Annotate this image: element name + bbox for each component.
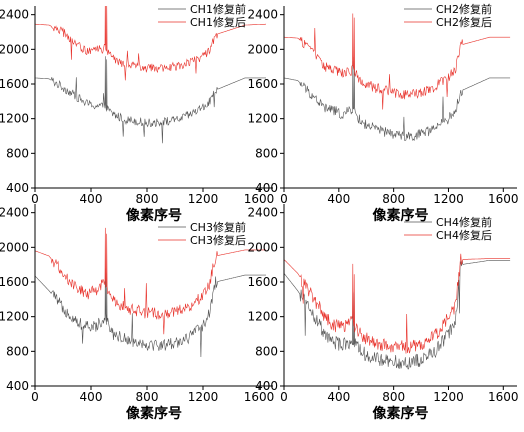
series-line-ch4-0 <box>284 259 511 370</box>
x-tick-label: 1200 <box>433 390 464 404</box>
x-axis-label: 像素序号 <box>373 207 429 224</box>
series-line-ch2-1 <box>284 13 511 110</box>
x-tick-label: 400 <box>327 390 350 404</box>
y-tick-label: 800 <box>6 344 29 358</box>
x-axis-label: 像素序号 <box>373 405 429 422</box>
y-tick-label: 1200 <box>0 310 29 324</box>
series-line-ch3-1 <box>35 227 266 335</box>
legend-label: CH4修复后 <box>436 228 492 242</box>
y-tick-label: 2400 <box>0 8 29 22</box>
x-tick-label: 400 <box>80 390 103 404</box>
y-tick-label: 800 <box>6 146 29 160</box>
legend-label: CH3修复后 <box>190 233 246 247</box>
legend-label: CH1修复前 <box>190 2 246 16</box>
legend-label: CH4修复前 <box>436 215 492 229</box>
series-line-ch2-0 <box>284 56 511 142</box>
y-tick-label: 1600 <box>0 77 29 91</box>
y-tick-label: 1200 <box>247 112 278 126</box>
y-tick-label: 400 <box>6 181 29 195</box>
x-axis-label: 像素序号 <box>126 405 182 422</box>
y-tick-label: 2000 <box>247 42 278 56</box>
x-tick-label: 1600 <box>488 390 519 404</box>
x-tick-label: 1600 <box>488 192 519 206</box>
x-tick-label: 1600 <box>244 390 275 404</box>
y-tick-label: 2400 <box>247 206 278 220</box>
x-tick-label: 0 <box>280 192 288 206</box>
series-line-ch1-1 <box>35 6 266 81</box>
y-tick-label: 800 <box>255 344 278 358</box>
series-line-ch3-0 <box>35 268 266 358</box>
chart-ch3: 0 400 800 1200 16004008001200160020002400像素序… <box>0 204 274 422</box>
y-tick-label: 2000 <box>0 240 29 254</box>
x-tick-label: 1200 <box>188 192 219 206</box>
x-tick-label: 800 <box>382 192 405 206</box>
x-tick-label: 1200 <box>433 192 464 206</box>
y-tick-label: 400 <box>255 181 278 195</box>
series-line-ch1-0 <box>35 56 266 144</box>
legend-label: CH2修复前 <box>436 2 492 16</box>
y-tick-label: 1600 <box>247 77 278 91</box>
legend-label: CH2修复后 <box>436 15 492 29</box>
y-tick-label: 1600 <box>247 275 278 289</box>
legend-label: CH3修复前 <box>190 220 246 234</box>
x-tick-label: 400 <box>327 192 350 206</box>
chart-ch4: 0 400 800 1200 16004008001200160020002400像素序… <box>247 204 519 422</box>
x-tick-label: 0 <box>31 192 39 206</box>
y-tick-label: 400 <box>6 379 29 393</box>
x-tick-label: 1600 <box>244 192 275 206</box>
chart-ch2: 0 400 800 1200 16004008001200160020002400像素序… <box>247 2 518 224</box>
y-tick-label: 400 <box>255 379 278 393</box>
series-line-ch4-1 <box>284 253 511 354</box>
y-tick-label: 1200 <box>247 310 278 324</box>
y-tick-label: 2000 <box>247 240 278 254</box>
y-tick-label: 800 <box>255 146 278 160</box>
x-tick-label: 0 <box>31 390 39 404</box>
x-tick-label: 800 <box>136 390 159 404</box>
x-axis-label: 像素序号 <box>126 207 182 224</box>
legend-label: CH1修复后 <box>190 15 246 29</box>
x-tick-label: 400 <box>80 192 103 206</box>
y-tick-label: 1600 <box>0 275 29 289</box>
y-tick-label: 2400 <box>0 206 29 220</box>
x-tick-label: 800 <box>382 390 405 404</box>
y-tick-label: 2400 <box>247 8 278 22</box>
y-tick-label: 1200 <box>0 112 29 126</box>
y-tick-label: 2000 <box>0 42 29 56</box>
x-tick-label: 800 <box>136 192 159 206</box>
x-tick-label: 1200 <box>188 390 219 404</box>
chart-ch1: 0 400 800 1200 16004008001200160020002400像素序… <box>0 2 275 224</box>
x-tick-label: 0 <box>280 390 288 404</box>
